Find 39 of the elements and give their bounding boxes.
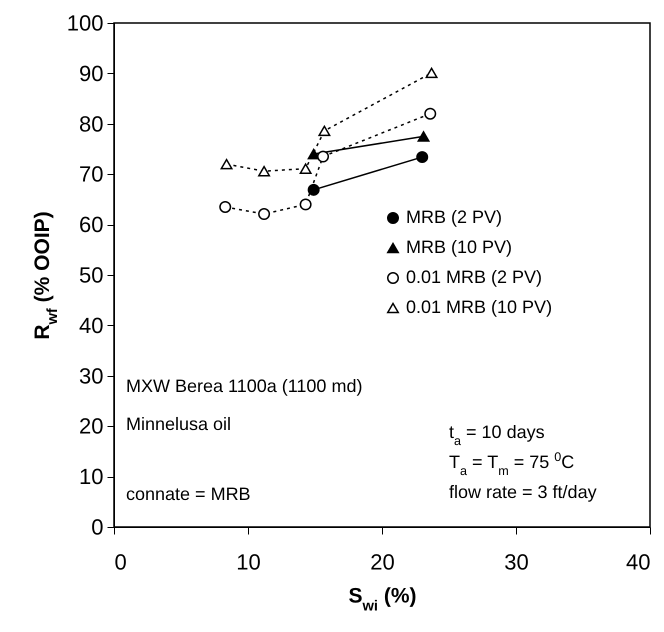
y-tick-label: 10 [79,464,104,490]
legend-label: MRB (10 PV) [406,237,512,257]
point [317,150,330,163]
y-tick-label: 80 [79,111,104,136]
annotation: flow rate = 3 ft/day [449,482,597,502]
x-tick-label: 10 [236,550,261,574]
point [220,158,233,170]
point [219,200,232,213]
y-tick-label: 20 [79,414,104,439]
y-tick-label: 30 [79,363,104,388]
point [424,108,436,120]
point [258,208,270,220]
point [308,184,320,196]
y-tick-label: 70 [79,162,104,187]
x-tick-label: 20 [370,550,395,574]
y-tick-label: 60 [79,212,104,238]
x-tick-label: 30 [504,550,529,574]
x-tick-label: 40 [626,550,650,574]
annotation: t$_{a}$ = 10 days [449,422,545,448]
y-tick-label: 0 [91,514,104,540]
point [426,68,438,78]
point [258,166,270,176]
y-tick-label: 40 [79,312,104,338]
legend-label: 0.01 MRB (10 PV) [406,297,552,317]
legend-label: 0.01 MRB (2 PV) [406,267,542,287]
y-tick-label: 50 [79,262,104,288]
annotation: MXW Berea 1100a (1100 md) [126,376,362,396]
annotation: Minnelusa oil [126,414,232,434]
y-tick-label: 90 [79,60,104,86]
legend-label: MRB (2 PV) [406,207,502,227]
point [318,126,330,136]
point [300,198,312,210]
annotation: connate = MRB [126,484,251,504]
point [416,151,428,164]
x-axis-title: S$_{wi}$ (%) [348,584,417,614]
point [300,163,312,174]
y-tick-label: 100 [66,10,104,36]
x-tick-label: 0 [114,550,127,574]
annotation: T$_{a}$ = T$_{m}$ = 75 $^{0}$C [449,450,574,478]
